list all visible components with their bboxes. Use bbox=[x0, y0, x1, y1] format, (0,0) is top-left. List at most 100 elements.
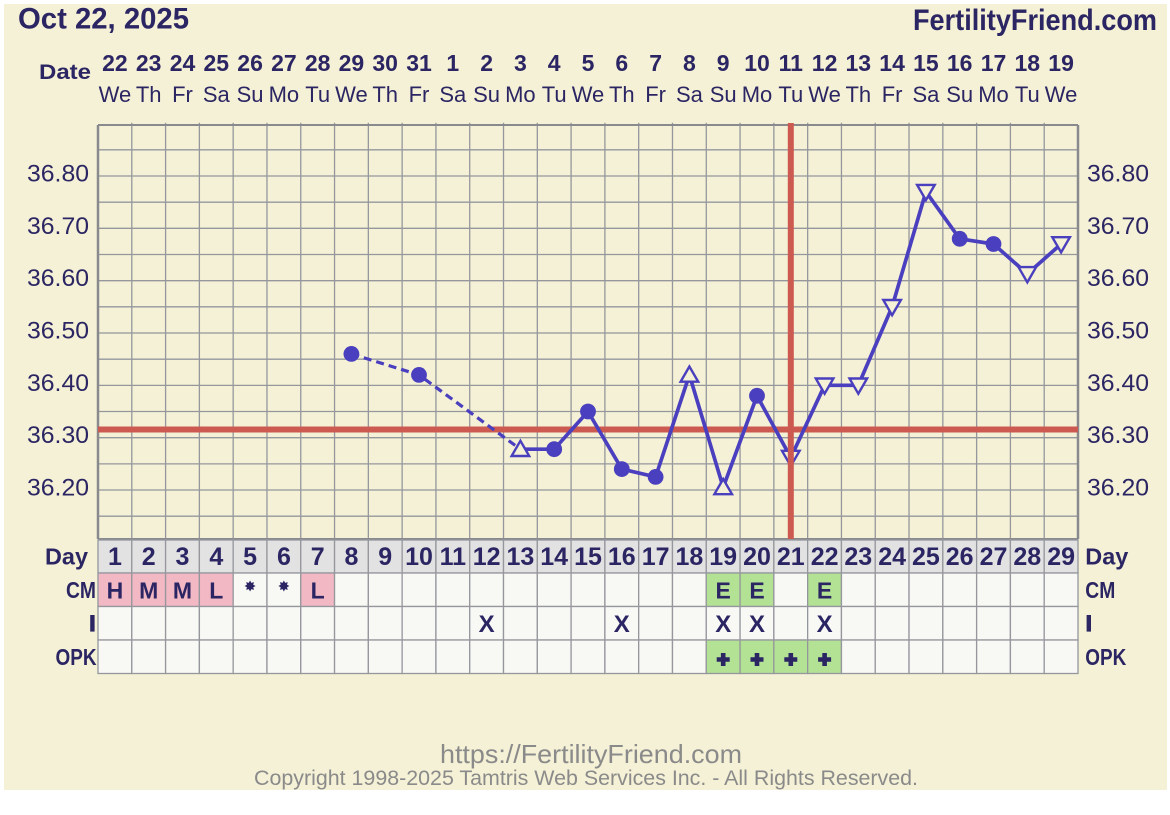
svg-text:24: 24 bbox=[170, 50, 196, 76]
svg-text:27: 27 bbox=[271, 50, 297, 76]
svg-text:X: X bbox=[817, 611, 833, 638]
svg-text:36.20: 36.20 bbox=[27, 475, 89, 502]
svg-text:X: X bbox=[749, 611, 765, 638]
svg-text:19: 19 bbox=[709, 543, 737, 571]
svg-text:5: 5 bbox=[243, 543, 257, 571]
svg-text:6: 6 bbox=[277, 543, 291, 571]
svg-text:19: 19 bbox=[1048, 50, 1074, 76]
svg-text:Su: Su bbox=[710, 82, 737, 107]
svg-text:36.60: 36.60 bbox=[1087, 265, 1149, 292]
svg-text:Mo: Mo bbox=[978, 82, 1009, 107]
svg-text:23: 23 bbox=[136, 50, 162, 76]
svg-text:13: 13 bbox=[846, 50, 872, 76]
svg-text:CM: CM bbox=[1085, 577, 1115, 603]
svg-text:We: We bbox=[335, 82, 368, 107]
svg-text:Mo: Mo bbox=[742, 82, 773, 107]
svg-text:2: 2 bbox=[480, 50, 493, 76]
svg-text:Oct 22, 2025: Oct 22, 2025 bbox=[18, 3, 189, 36]
svg-text:8: 8 bbox=[683, 50, 696, 76]
svg-text:H: H bbox=[107, 578, 124, 604]
svg-text:8: 8 bbox=[344, 543, 358, 571]
svg-text:Tu: Tu bbox=[542, 82, 567, 107]
svg-text:18: 18 bbox=[1015, 50, 1041, 76]
svg-text:36.50: 36.50 bbox=[27, 318, 89, 345]
svg-text:E: E bbox=[716, 578, 731, 604]
svg-text:Tu: Tu bbox=[1015, 82, 1040, 107]
svg-text:16: 16 bbox=[947, 50, 973, 76]
svg-text:We: We bbox=[99, 82, 132, 107]
svg-text:12: 12 bbox=[812, 50, 838, 76]
svg-text:2: 2 bbox=[142, 543, 156, 571]
svg-text:36.60: 36.60 bbox=[27, 265, 89, 292]
svg-text:Tu: Tu bbox=[305, 82, 330, 107]
svg-text:30: 30 bbox=[372, 50, 398, 76]
svg-text:9: 9 bbox=[717, 50, 730, 76]
svg-text:E: E bbox=[749, 578, 764, 604]
svg-text:14: 14 bbox=[879, 50, 905, 76]
svg-text:We: We bbox=[808, 82, 841, 107]
svg-text:21: 21 bbox=[777, 543, 805, 571]
svg-text:X: X bbox=[614, 611, 630, 638]
svg-text:36.40: 36.40 bbox=[1087, 370, 1149, 397]
svg-text:We: We bbox=[572, 82, 605, 107]
svg-text:20: 20 bbox=[743, 543, 771, 571]
svg-text:Fr: Fr bbox=[172, 82, 193, 107]
svg-text:36.30: 36.30 bbox=[27, 422, 89, 449]
svg-text:12: 12 bbox=[473, 543, 501, 571]
svg-text:Sa: Sa bbox=[676, 82, 704, 107]
svg-text:X: X bbox=[715, 611, 731, 638]
svg-text:Fr: Fr bbox=[882, 82, 903, 107]
svg-text:22: 22 bbox=[811, 543, 839, 571]
svg-text:23: 23 bbox=[844, 543, 872, 571]
svg-text:Su: Su bbox=[473, 82, 500, 107]
svg-text:13: 13 bbox=[506, 543, 534, 571]
svg-text:6: 6 bbox=[615, 50, 628, 76]
svg-text:4: 4 bbox=[209, 543, 223, 571]
svg-text:Sa: Sa bbox=[912, 82, 940, 107]
svg-text:14: 14 bbox=[540, 543, 568, 571]
svg-text:15: 15 bbox=[574, 543, 602, 571]
svg-text:18: 18 bbox=[675, 543, 703, 571]
svg-text:3: 3 bbox=[176, 543, 190, 571]
svg-text:FertilityFriend.com: FertilityFriend.com bbox=[913, 4, 1157, 37]
svg-text:36.20: 36.20 bbox=[1087, 475, 1149, 502]
svg-text:15: 15 bbox=[913, 50, 939, 76]
svg-text:E: E bbox=[817, 578, 832, 604]
svg-text:4: 4 bbox=[548, 50, 561, 76]
svg-text:X: X bbox=[479, 611, 495, 638]
svg-text:https://FertilityFriend.com: https://FertilityFriend.com bbox=[440, 739, 742, 769]
svg-text:36.70: 36.70 bbox=[1087, 213, 1149, 240]
svg-text:Sa: Sa bbox=[439, 82, 467, 107]
svg-text:Th: Th bbox=[609, 82, 635, 107]
svg-text:Copyright 1998-2025 Tamtris We: Copyright 1998-2025 Tamtris Web Services… bbox=[254, 766, 918, 790]
svg-text:7: 7 bbox=[649, 50, 662, 76]
svg-text:Day: Day bbox=[45, 544, 88, 570]
svg-text:1: 1 bbox=[446, 50, 459, 76]
svg-text:L: L bbox=[209, 578, 223, 604]
svg-text:5: 5 bbox=[582, 50, 595, 76]
svg-text:31: 31 bbox=[406, 50, 432, 76]
svg-text:Day: Day bbox=[1085, 544, 1128, 570]
svg-text:Tu: Tu bbox=[778, 82, 803, 107]
svg-text:Fr: Fr bbox=[409, 82, 430, 107]
svg-text:Su: Su bbox=[946, 82, 973, 107]
svg-text:3: 3 bbox=[514, 50, 527, 76]
svg-text:26: 26 bbox=[946, 543, 974, 571]
svg-text:Date: Date bbox=[39, 61, 91, 84]
svg-text:22: 22 bbox=[102, 50, 128, 76]
svg-text:9: 9 bbox=[378, 543, 392, 571]
svg-text:Th: Th bbox=[372, 82, 398, 107]
svg-text:11: 11 bbox=[779, 50, 804, 76]
svg-text:OPK: OPK bbox=[1085, 644, 1126, 670]
svg-text:17: 17 bbox=[981, 50, 1007, 76]
svg-text:Mo: Mo bbox=[269, 82, 300, 107]
svg-text:28: 28 bbox=[305, 50, 331, 76]
svg-text:Su: Su bbox=[237, 82, 264, 107]
svg-text:29: 29 bbox=[1047, 543, 1075, 571]
svg-text:L: L bbox=[311, 578, 325, 604]
svg-text:1: 1 bbox=[108, 543, 122, 571]
svg-text:Th: Th bbox=[845, 82, 871, 107]
svg-text:25: 25 bbox=[912, 543, 940, 571]
svg-text:24: 24 bbox=[878, 543, 906, 571]
svg-text:7: 7 bbox=[311, 543, 325, 571]
